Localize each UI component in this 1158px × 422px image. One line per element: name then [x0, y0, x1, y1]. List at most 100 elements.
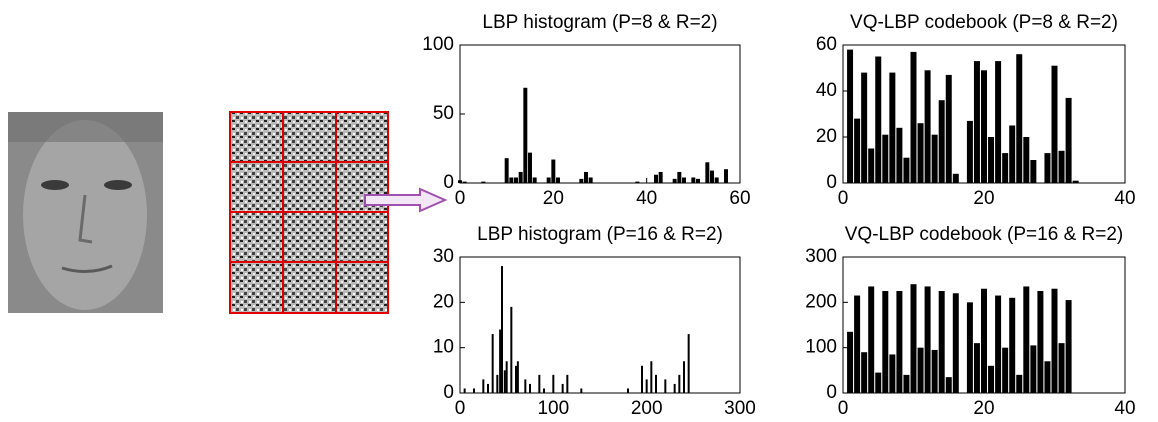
bar	[491, 334, 494, 393]
bar	[1002, 153, 1009, 183]
bar	[1051, 288, 1058, 393]
bar	[696, 178, 700, 183]
bar	[678, 374, 681, 393]
bar	[1065, 97, 1072, 183]
bar	[1016, 54, 1023, 184]
y-tick-label: 40	[816, 80, 837, 101]
bar	[903, 374, 910, 393]
bar	[664, 379, 667, 393]
bar	[875, 56, 882, 183]
bar	[705, 162, 710, 183]
bar	[868, 148, 875, 183]
bar	[473, 388, 475, 393]
bar	[482, 379, 485, 393]
y-tick-label: 20	[433, 291, 454, 312]
bar	[501, 266, 503, 393]
bar	[462, 181, 467, 183]
bar	[561, 383, 564, 393]
bar	[988, 137, 995, 183]
bar	[882, 134, 889, 183]
bar	[532, 177, 537, 183]
bar	[504, 158, 509, 183]
bar	[710, 170, 714, 183]
bar	[995, 295, 1002, 393]
bar	[538, 374, 541, 393]
bar	[1002, 347, 1009, 393]
bar	[516, 361, 519, 393]
chart-title: VQ-LBP codebook (P=8 & R=2)	[850, 12, 1118, 33]
bar	[973, 343, 980, 393]
x-tick-label: 40	[1114, 398, 1135, 419]
bar	[514, 177, 518, 183]
bar	[641, 365, 643, 393]
bar	[1023, 137, 1030, 183]
bar	[499, 329, 502, 393]
bar	[556, 177, 560, 183]
bar	[896, 291, 903, 393]
bar	[924, 70, 931, 183]
bar	[1016, 374, 1023, 393]
x-tick-label: 300	[724, 398, 756, 419]
bar	[1072, 180, 1079, 183]
x-tick-label: 60	[729, 188, 750, 209]
bar	[672, 178, 677, 183]
bar	[981, 70, 987, 183]
bar	[683, 361, 685, 393]
y-tick-label: 0	[826, 172, 837, 193]
y-tick-label: 100	[422, 34, 454, 55]
bar	[515, 365, 517, 393]
bar	[861, 72, 868, 183]
plot-frame	[459, 44, 741, 184]
bar	[1030, 345, 1037, 393]
x-tick-label: 200	[631, 398, 663, 419]
bar	[463, 388, 466, 393]
bar	[645, 379, 648, 393]
bar	[973, 61, 980, 183]
bar	[654, 174, 658, 183]
x-tick-label: 40	[1114, 188, 1135, 209]
bar	[528, 152, 532, 183]
bar	[524, 379, 527, 393]
x-tick-label: 100	[537, 398, 569, 419]
x-tick-label: 20	[543, 188, 564, 209]
bar	[687, 334, 690, 393]
bar	[523, 87, 528, 183]
bar	[1009, 297, 1016, 393]
y-tick-label: 300	[805, 246, 837, 267]
bar	[1058, 343, 1065, 393]
y-tick-label: 100	[805, 337, 837, 358]
bar	[566, 374, 569, 393]
x-tick-label: 0	[838, 398, 849, 419]
bar	[854, 118, 861, 183]
bar	[714, 177, 719, 183]
bar	[496, 374, 499, 393]
bar	[551, 159, 556, 183]
bar	[875, 372, 882, 393]
y-tick-label: 0	[443, 172, 454, 193]
bar	[655, 374, 657, 393]
bar	[509, 177, 514, 183]
bar	[924, 286, 931, 393]
bar	[677, 171, 682, 183]
bar	[503, 370, 506, 393]
chart-title: VQ-LBP codebook (P=16 & R=2)	[845, 224, 1123, 245]
bar	[1030, 160, 1037, 183]
bar	[938, 100, 945, 183]
arrow	[364, 187, 448, 213]
bar	[673, 383, 676, 393]
bar	[966, 120, 973, 183]
bar	[854, 295, 861, 393]
bar	[546, 177, 551, 183]
bar	[981, 288, 987, 393]
x-tick-label: 0	[455, 188, 466, 209]
bar	[882, 291, 889, 393]
y-tick-label: 0	[443, 382, 454, 403]
y-tick-label: 0	[826, 382, 837, 403]
bar	[861, 352, 868, 393]
face-image	[8, 112, 163, 313]
bar	[584, 171, 588, 183]
bar	[966, 302, 973, 393]
bar	[481, 181, 486, 183]
y-tick-label: 10	[433, 337, 454, 358]
x-tick-label: 0	[838, 188, 849, 209]
